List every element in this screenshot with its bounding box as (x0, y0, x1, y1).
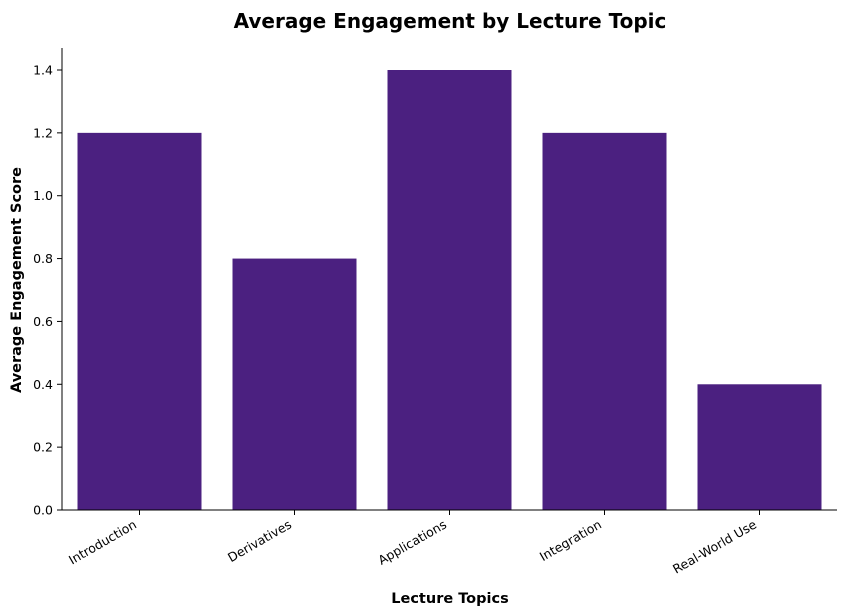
chart-title: Average Engagement by Lecture Topic (234, 9, 667, 33)
bar-derivatives (232, 258, 357, 510)
y-tick-label: 1.4 (33, 63, 53, 78)
x-tick-label: Real-World Use (670, 516, 759, 576)
x-tick-label: Applications (375, 517, 449, 568)
y-axis-ticks: 0.0 0.2 0.4 0.6 0.8 1.0 1.2 1.4 (33, 63, 62, 518)
y-tick-label: 1.0 (33, 188, 53, 203)
bar-introduction (77, 132, 202, 510)
y-tick-label: 0.4 (33, 377, 53, 392)
bar-real-world-use (697, 384, 822, 510)
x-tick-label: Introduction (66, 517, 139, 568)
y-axis-label: Average Engagement Score (9, 167, 25, 393)
x-axis-label: Lecture Topics (391, 591, 508, 607)
x-tick-label: Derivatives (225, 517, 294, 565)
y-tick-label: 1.2 (33, 125, 53, 140)
x-axis-ticks: Introduction Derivatives Applications Integ… (66, 510, 760, 577)
y-tick-label: 0.0 (33, 503, 53, 518)
bar-integration (542, 132, 667, 510)
bar-applications (387, 70, 512, 510)
y-tick-label: 0.8 (33, 251, 53, 266)
x-tick-label: Integration (537, 517, 604, 564)
y-tick-label: 0.2 (33, 440, 53, 455)
bars-group (77, 70, 822, 510)
y-tick-label: 0.6 (33, 314, 53, 329)
